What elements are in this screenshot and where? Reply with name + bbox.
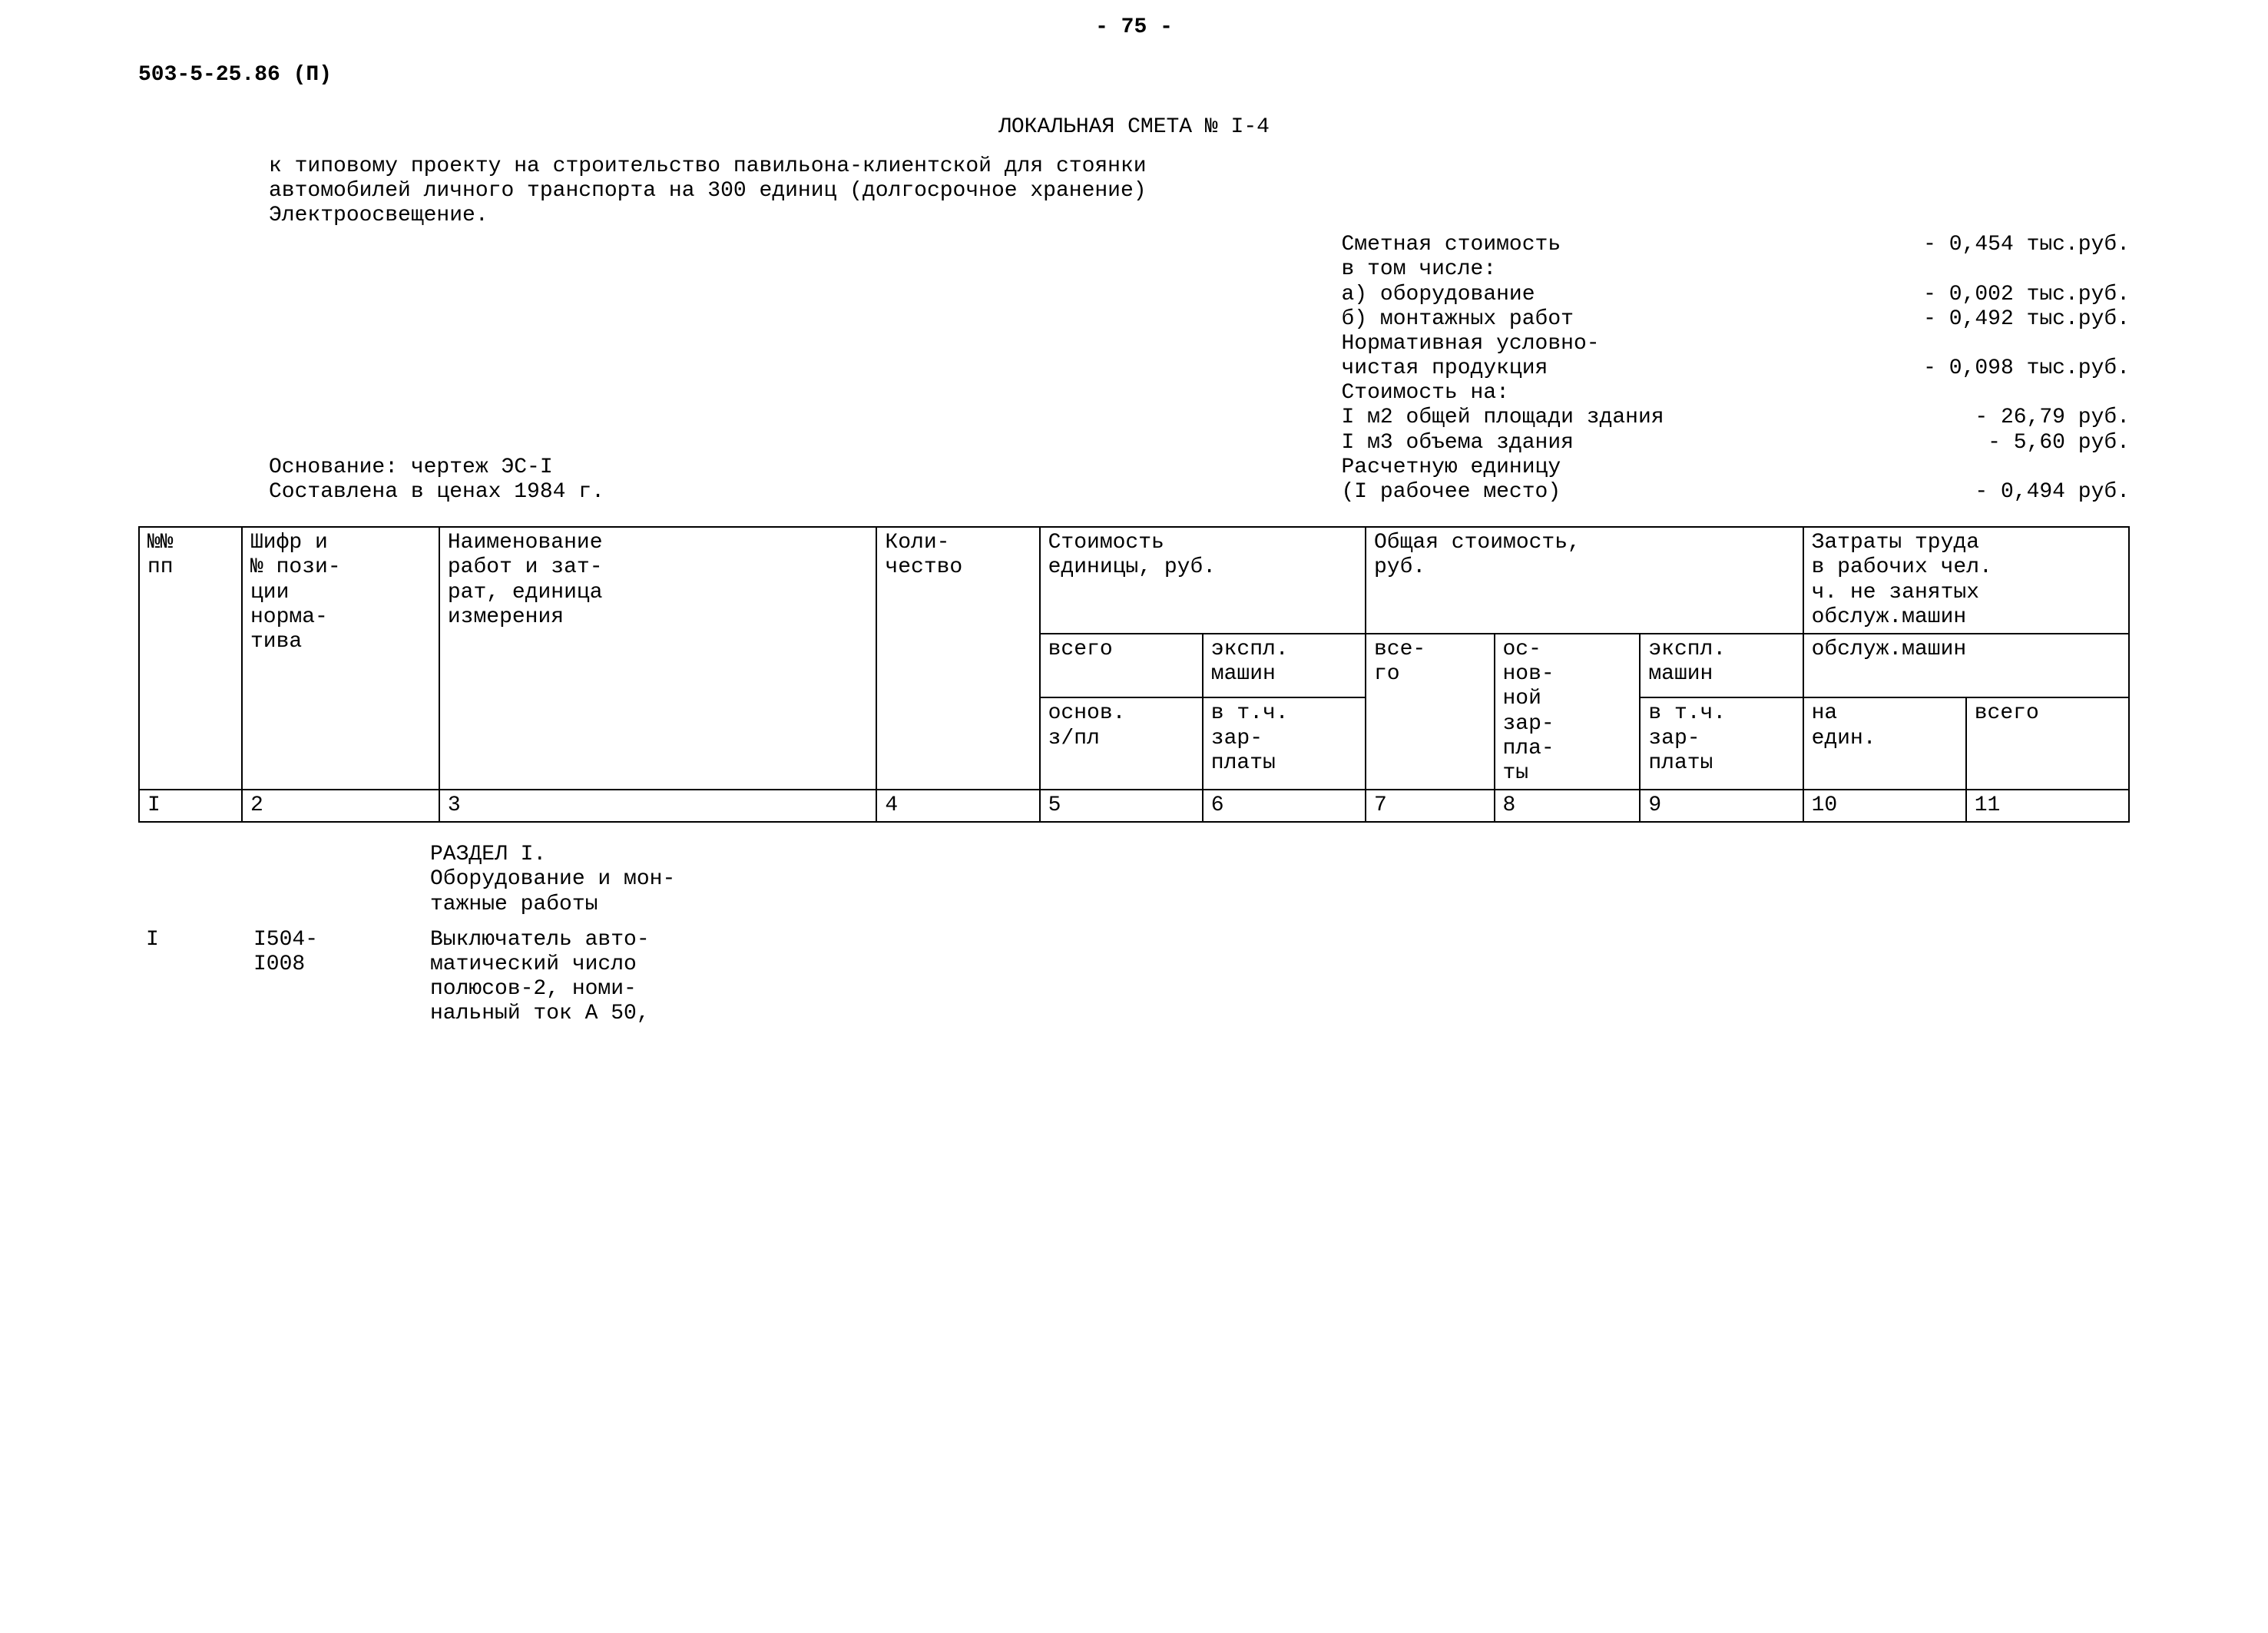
basis-block: Основание: чертеж ЭС-I Составлена в цена… <box>138 233 1119 505</box>
header-block: Основание: чертеж ЭС-I Составлена в цена… <box>138 233 2130 505</box>
basis-line: Составлена в ценах 1984 г. <box>269 480 1119 505</box>
summary-row: I м3 объема здания - 5,60 руб. <box>1342 431 2131 455</box>
summary-row: Нормативная условно- <box>1342 332 2131 356</box>
section-subheading-row: Оборудование и мон- тажные работы <box>138 867 2130 916</box>
document-subtitle: к типовому проекту на строительство пави… <box>269 154 2015 229</box>
row-name: Выключатель авто- матический число полюс… <box>422 928 822 1027</box>
section-heading: РАЗДЕЛ I. <box>422 843 822 867</box>
col-num: I <box>139 790 242 822</box>
summary-value: - 0,492 тыс.руб. <box>1923 307 2130 332</box>
col-total-machine: экспл. машин <box>1640 634 1803 697</box>
page: - 75 - 503-5-25.86 (П) ЛОКАЛЬНАЯ СМЕТА №… <box>0 0 2268 1633</box>
col-total-all: все- го <box>1366 634 1495 790</box>
col-num: 8 <box>1495 790 1641 822</box>
summary-row: (I рабочее место) - 0,494 руб. <box>1342 480 2131 505</box>
col-unit-mach-wage: в т.ч. зар- платы <box>1203 697 1366 790</box>
summary-label: Расчетную единицу <box>1342 455 1561 480</box>
cost-table: №№ пп Шифр и № пози- ции норма- тива Наи… <box>138 526 2130 823</box>
col-num: 9 <box>1640 790 1803 822</box>
summary-label: Нормативная условно- <box>1342 332 1600 356</box>
basis-line: Основание: чертеж ЭС-I <box>269 455 1119 480</box>
col-total-wage: ос- нов- ной зар- пла- ты <box>1495 634 1641 790</box>
col-unit-basewage: основ. з/пл <box>1040 697 1203 790</box>
col-code: Шифр и № пози- ции норма- тива <box>242 527 439 790</box>
summary-row: Расчетную единицу <box>1342 455 2131 480</box>
summary-label: (I рабочее место) <box>1342 480 1561 505</box>
row-code: I504- I008 <box>246 928 422 1027</box>
col-total-cost: Общая стоимость, руб. <box>1366 527 1803 634</box>
summary-label: б) монтажных работ <box>1342 307 1574 332</box>
col-labor-per-unit: на един. <box>1803 697 1966 790</box>
col-npp: №№ пп <box>139 527 242 790</box>
col-unit-cost: Стоимость единицы, руб. <box>1040 527 1366 634</box>
summary-row: чистая продукция - 0,098 тыс.руб. <box>1342 356 2131 381</box>
summary-value: - 5,60 руб. <box>1988 431 2130 455</box>
summary-value: - 0,494 руб. <box>1975 480 2130 505</box>
col-num: 5 <box>1040 790 1203 822</box>
section-heading-row: РАЗДЕЛ I. <box>138 843 2130 867</box>
col-unit-total: всего <box>1040 634 1203 697</box>
col-num: 10 <box>1803 790 1966 822</box>
blank <box>138 843 246 867</box>
table-header-row: №№ пп Шифр и № пози- ции норма- тива Наи… <box>139 527 2129 634</box>
summary-value: - 0,002 тыс.руб. <box>1923 283 2130 307</box>
summary-row: а) оборудование - 0,002 тыс.руб. <box>1342 283 2131 307</box>
col-num: 7 <box>1366 790 1495 822</box>
col-name: Наименование работ и зат- рат, единица и… <box>439 527 877 790</box>
col-labor-total: всего <box>1966 697 2129 790</box>
col-labor: Затраты труда в рабочих чел. ч. не занят… <box>1803 527 2129 634</box>
table-head: №№ пп Шифр и № пози- ции норма- тива Наи… <box>139 527 2129 822</box>
blank <box>246 843 422 867</box>
cost-summary: Сметная стоимость - 0,454 тыс.руб. в том … <box>1150 233 2131 505</box>
col-num: 4 <box>876 790 1039 822</box>
section-block: РАЗДЕЛ I. Оборудование и мон- тажные раб… <box>138 843 2130 1026</box>
blank <box>138 867 246 916</box>
summary-row: б) монтажных работ - 0,492 тыс.руб. <box>1342 307 2131 332</box>
row-num: I <box>138 928 246 1027</box>
section-subheading: Оборудование и мон- тажные работы <box>422 867 822 916</box>
summary-row: I м2 общей площади здания - 26,79 руб. <box>1342 406 2131 430</box>
summary-value: - 0,098 тыс.руб. <box>1923 356 2130 381</box>
document-code: 503-5-25.86 (П) <box>138 63 2130 88</box>
col-total-mach-wage: в т.ч. зар- платы <box>1640 697 1803 790</box>
summary-label: I м2 общей площади здания <box>1342 406 1664 430</box>
blank <box>822 843 2130 867</box>
summary-row: Сметная стоимость - 0,454 тыс.руб. <box>1342 233 2131 257</box>
blank <box>822 928 2130 1027</box>
summary-label: а) оборудование <box>1342 283 1535 307</box>
blank <box>822 867 2130 916</box>
summary-label: Сметная стоимость <box>1342 233 1561 257</box>
summary-label: чистая продукция <box>1342 356 1548 381</box>
summary-label: I м3 объема здания <box>1342 431 1574 455</box>
col-num: 11 <box>1966 790 2129 822</box>
col-labor-serv: обслуж.машин <box>1803 634 2129 697</box>
summary-label: Стоимость на: <box>1342 381 1509 406</box>
blank <box>246 867 422 916</box>
summary-value: - 26,79 руб. <box>1975 406 2130 430</box>
summary-row: в том числе: <box>1342 257 2131 282</box>
col-num: 2 <box>242 790 439 822</box>
document-title: ЛОКАЛЬНАЯ СМЕТА № I-4 <box>138 115 2130 140</box>
col-qty: Коли- чество <box>876 527 1039 790</box>
table-row: I I504- I008 Выключатель авто- матически… <box>138 928 2130 1027</box>
table-number-row: I 2 3 4 5 6 7 8 9 10 11 <box>139 790 2129 822</box>
summary-value: - 0,454 тыс.руб. <box>1923 233 2130 257</box>
summary-label: в том числе: <box>1342 257 1497 282</box>
col-num: 3 <box>439 790 877 822</box>
page-number: - 75 - <box>138 15 2130 40</box>
col-num: 6 <box>1203 790 1366 822</box>
summary-row: Стоимость на: <box>1342 381 2131 406</box>
col-unit-machine: экспл. машин <box>1203 634 1366 697</box>
